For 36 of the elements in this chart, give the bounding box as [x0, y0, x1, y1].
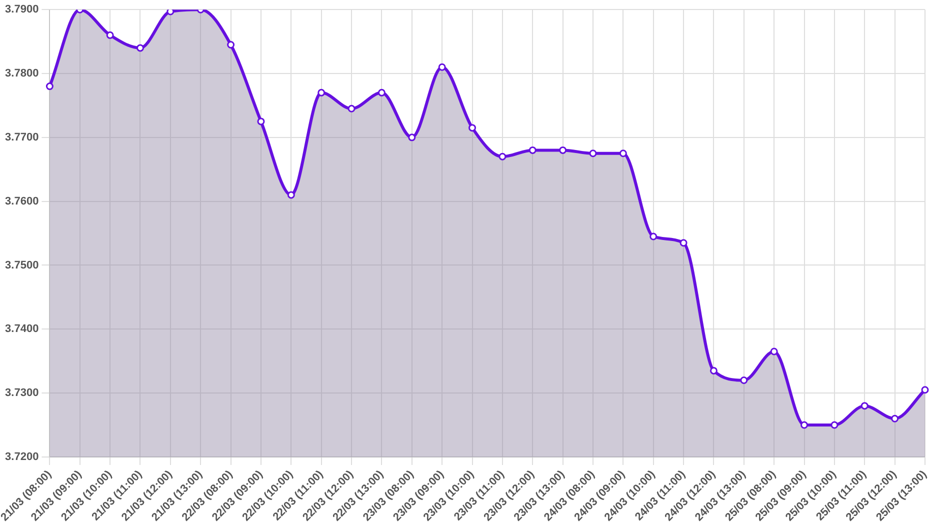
- point: [468, 124, 476, 132]
- point: [378, 88, 386, 96]
- point: [166, 10, 174, 16]
- point: [770, 348, 778, 356]
- y-tick-label: 3.7400: [5, 323, 39, 336]
- point: [740, 376, 748, 384]
- y-tick-label: 3.7500: [5, 259, 39, 272]
- point: [619, 150, 627, 158]
- point: [348, 104, 356, 112]
- point: [46, 82, 54, 90]
- point: [227, 41, 235, 48]
- point: [257, 118, 265, 126]
- point: [318, 88, 326, 96]
- point: [680, 239, 688, 247]
- point: [136, 44, 144, 52]
- point: [106, 31, 114, 39]
- point: [650, 232, 658, 240]
- point: [891, 414, 899, 422]
- point: [408, 134, 416, 142]
- y-tick-label: 3.7300: [5, 387, 39, 400]
- point: [498, 152, 506, 160]
- y-tick-label: 3.7600: [5, 195, 39, 208]
- point: [921, 386, 929, 394]
- point: [589, 150, 597, 158]
- y-tick-label: 3.7900: [5, 4, 39, 16]
- y-tick-label: 3.7200: [5, 451, 39, 463]
- point: [559, 146, 567, 154]
- point: [528, 146, 536, 154]
- point: [287, 191, 295, 199]
- y-tick-label: 3.7800: [5, 68, 39, 80]
- point: [438, 63, 446, 71]
- point: [710, 366, 718, 374]
- point: [800, 421, 808, 429]
- y-tick-label: 3.7700: [5, 131, 39, 144]
- point: [860, 402, 868, 410]
- point: [830, 421, 838, 429]
